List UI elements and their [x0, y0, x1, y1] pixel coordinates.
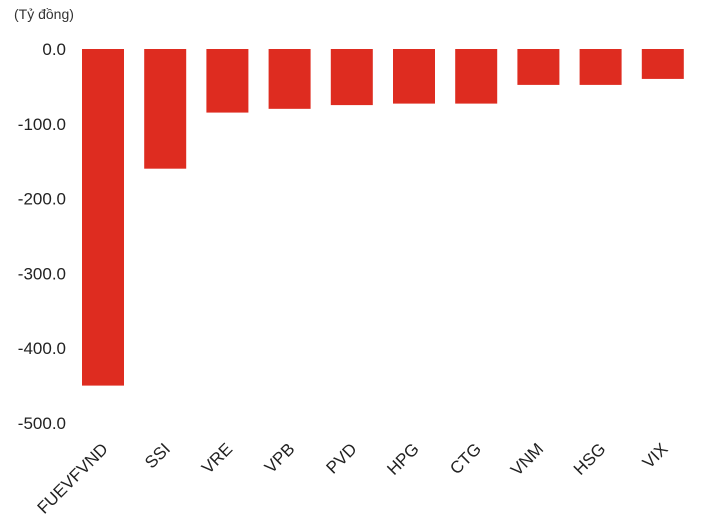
- bar-fuevfvnd: [82, 49, 124, 386]
- x-category-label: VNM: [507, 439, 547, 479]
- bar-ctg: [455, 49, 498, 104]
- x-category-label: SSI: [141, 439, 174, 472]
- y-tick-label: -300.0: [18, 264, 66, 283]
- bar-ssi: [144, 49, 187, 169]
- bar-hsg: [579, 49, 622, 85]
- x-category-label: CTG: [446, 439, 485, 478]
- y-axis-ticks: 0.0 -100.0 -200.0 -300.0 -400.0 -500.0: [18, 40, 66, 433]
- bars-group: [82, 49, 684, 386]
- unit-label: (Tỷ đồng): [14, 6, 74, 22]
- x-category-label: HPG: [383, 439, 422, 478]
- y-tick-label: -100.0: [18, 115, 66, 134]
- x-category-label: VPB: [261, 439, 298, 476]
- bar-vre: [206, 49, 249, 113]
- x-category-label: VRE: [198, 439, 236, 477]
- bar-hpg: [393, 49, 435, 104]
- bar-vpb: [268, 49, 311, 109]
- x-category-label: HSG: [570, 439, 609, 478]
- bar-pvd: [330, 49, 373, 106]
- y-tick-label: -200.0: [18, 190, 66, 209]
- y-tick-label: -500.0: [18, 414, 66, 433]
- x-category-label: FUEVFVND: [34, 439, 112, 517]
- x-category-label: VIX: [639, 439, 672, 472]
- bar-vnm: [517, 49, 560, 85]
- x-category-label: PVD: [322, 439, 360, 477]
- bar-vix: [641, 49, 684, 79]
- y-tick-label: -400.0: [18, 339, 66, 358]
- y-tick-label: 0.0: [42, 40, 66, 59]
- x-axis-labels: FUEVFVND SSI VRE VPB PVD HPG CTG VNM HSG VIX: [34, 439, 672, 517]
